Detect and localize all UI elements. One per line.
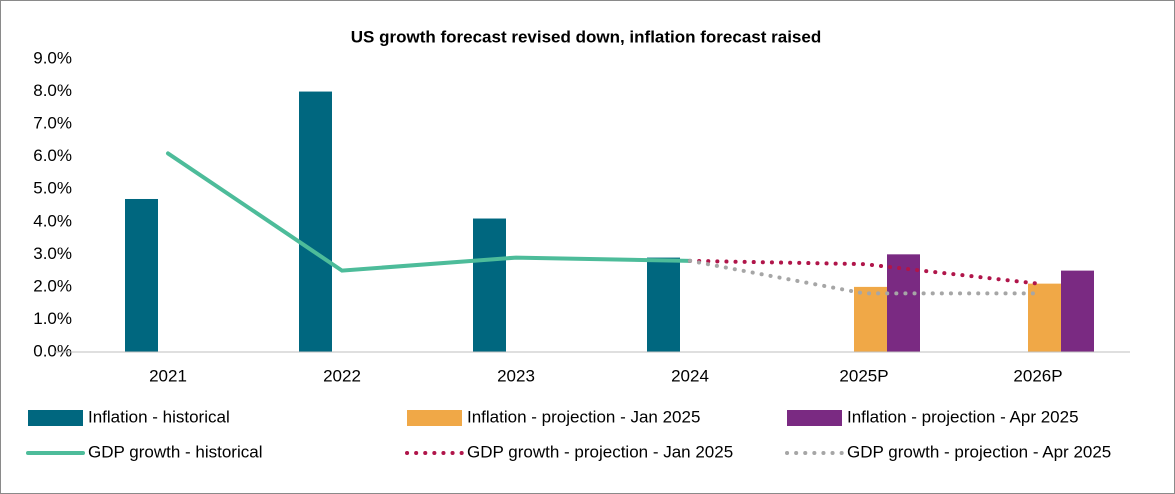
legend-label: GDP growth - projection - Apr 2025: [847, 442, 1111, 461]
y-tick-label: 1.0%: [33, 309, 72, 328]
legend-label: Inflation - projection - Apr 2025: [847, 407, 1079, 426]
x-tick-label: 2024: [671, 366, 709, 385]
x-tick-label: 2026P: [1013, 366, 1062, 385]
legend-swatch: [787, 410, 842, 426]
x-tick-label: 2023: [497, 366, 535, 385]
y-tick-label: 3.0%: [33, 244, 72, 263]
x-tick-label: 2022: [323, 366, 361, 385]
legend-label: GDP growth - projection - Jan 2025: [467, 442, 733, 461]
bar: [473, 218, 506, 352]
bar: [125, 198, 158, 352]
bar: [854, 286, 887, 352]
legend-swatch: [407, 410, 462, 426]
y-tick-label: 8.0%: [33, 81, 72, 100]
x-tick-label: 2025P: [839, 366, 888, 385]
legend-label: Inflation - historical: [88, 407, 230, 426]
bar: [887, 254, 920, 352]
bar: [647, 257, 680, 352]
line: [166, 151, 692, 273]
y-tick-label: 6.0%: [33, 146, 72, 165]
y-tick-label: 7.0%: [33, 114, 72, 133]
y-tick-label: 4.0%: [33, 211, 72, 230]
y-tick-label: 2.0%: [33, 276, 72, 295]
bar: [1061, 270, 1094, 352]
line: [688, 258, 1040, 286]
x-tick-label: 2021: [149, 366, 187, 385]
y-tick-label: 5.0%: [33, 179, 72, 198]
line: [688, 258, 1040, 296]
y-tick-label: 0.0%: [33, 341, 72, 360]
legend-label: GDP growth - historical: [88, 442, 262, 461]
chart-title: US growth forecast revised down, inflati…: [351, 27, 821, 46]
bar: [299, 91, 332, 353]
legend-swatch: [28, 410, 83, 426]
legend-label: Inflation - projection - Jan 2025: [467, 407, 700, 426]
y-tick-label: 9.0%: [33, 48, 72, 67]
